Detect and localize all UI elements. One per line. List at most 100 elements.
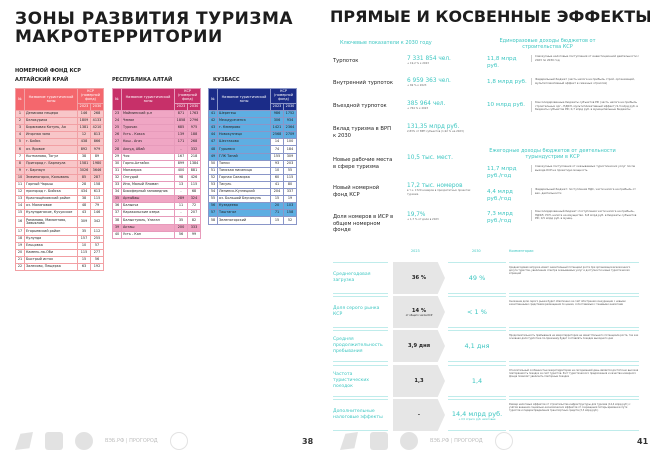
cell-num: 14 (15, 202, 25, 211)
table-row: 58 Зеленогорский 15 52 (208, 216, 297, 225)
cell-num: 52 (208, 173, 218, 182)
kuzbass-table: № Название туристической зоны КСР (номерно… (208, 88, 297, 225)
value-2023: 14 % от общего числа КСР (393, 296, 445, 328)
cell-2023: 400 (174, 166, 188, 175)
eagle-icon (75, 432, 93, 450)
table-row: 14 оз. Малиновое 48 79 (15, 202, 104, 211)
key-note: + 19,2 % к 2023 (407, 62, 429, 66)
cell-num: 36 (112, 202, 122, 211)
cell-zone-name: Змеиногорск, Колывань (24, 173, 78, 182)
table-row: 35 Артыбаш 289 324 (112, 195, 201, 204)
compare-label: Средняя продолжительность пребывания (333, 330, 388, 362)
cell-2023: 38 (77, 152, 91, 161)
key-note: + 764 % к 2023 (407, 107, 429, 111)
key-label: Въездной турпоток (333, 103, 387, 109)
cell-2023: 38 (77, 195, 91, 204)
cell-2023: 3026 (77, 166, 91, 175)
cell-2030: 2364 (283, 124, 297, 133)
table-row: 47 Шестаково 14 100 (208, 138, 297, 147)
cell-zone-name: Усть - Кокса (121, 131, 175, 140)
cell-2023: 2568 (270, 131, 284, 140)
cell-zone-name: Каракольские озера (121, 209, 175, 218)
value-2030: 1,4 (448, 365, 506, 397)
table-row: 36 Балыкча 11 72 (112, 202, 201, 211)
cell-2023: 155 (270, 152, 284, 161)
cell-2023: 1581 (77, 159, 91, 168)
value-2023-text: 36 % (411, 275, 427, 281)
cell-2023: 10 (77, 241, 91, 250)
cell-zone-name: Артыбаш (121, 195, 175, 204)
cell-num: 40 (112, 230, 122, 239)
cell-zone-name: Белокуриха (24, 117, 78, 126)
table-row: 7 Кытманово, Тогул 38 89 (15, 152, 104, 161)
header-num: № (15, 88, 25, 111)
cell-2023: 685 (174, 124, 188, 133)
cell-zone-name: Горно-Алтайск (121, 159, 175, 168)
cell-num: 57 (208, 209, 218, 218)
footer-logos: ВЭБ.РФ | ПРОГОРОД (15, 432, 188, 450)
key-label: Новый номерной фонд КСР (333, 185, 380, 198)
table-row: 39 Акташ 200 333 (112, 223, 201, 232)
cell-2023: 48 (77, 202, 91, 211)
header-name: Название туристической зоны (24, 88, 78, 111)
cell-2030: 613 (90, 188, 104, 197)
cell-2023: 41 (270, 180, 284, 190)
key-value: 19,7% + 1,7 % от доли в 2023 (407, 212, 479, 222)
table-row: 4 Игорная зона 12 813 (15, 131, 104, 140)
cell-2023: 115 (77, 248, 91, 257)
altai-republic-table: № Название туристической зоны КСР (номерно… (112, 88, 201, 239)
cell-num: 6 (15, 145, 25, 154)
cell-2023: 74 (270, 145, 284, 154)
cell-2023: - (174, 188, 188, 197)
table-row: 9 г. Барнаул 3026 3646 (15, 166, 104, 175)
cell-num: 27 (112, 138, 122, 147)
table-row: 1 Денисова пещера 146 268 (15, 109, 104, 119)
value-2030-note: + 0,5 отрасл. руб. налоговые (458, 417, 496, 421)
table-row: 25 Турочак 685 975 (112, 124, 201, 133)
cell-2030: 324 (187, 195, 201, 204)
right-page: ПРЯМЫЕ И КОСВЕННЫЕ ЭФФЕКТЫ Ключевые пока… (325, 0, 650, 457)
annual-value: 11,7 млрд руб./год (487, 166, 517, 179)
cell-num: 26 (112, 131, 122, 140)
annual-value: 7,3 млрд руб./год (487, 211, 513, 224)
cell-zone-name: Романово, Мамонтово, Завьялово (24, 216, 78, 229)
cell-zone-name: Кузедеево (217, 202, 271, 211)
key-label: Вклад туризма в ВРП к 2030 (333, 126, 391, 139)
table-row: 48 Гурьевск 74 184 (208, 145, 297, 154)
cell-num: 8 (15, 159, 25, 168)
cell-num: 41 (208, 109, 218, 119)
cell-2023: - (174, 145, 188, 154)
cell-2030: 57 (90, 241, 104, 250)
cell-2023: 309 (77, 216, 91, 229)
compare-comment: Продолжительность пребывания на макротер… (509, 330, 639, 362)
header-2023: 2023 (174, 102, 188, 112)
table-row: 33 Иня, Малый Яломан 13 115 (112, 180, 201, 190)
col-2030: 2030 (472, 249, 481, 253)
value-2030: < 1 % (448, 296, 506, 328)
cell-2023: 13 (174, 180, 188, 190)
table-row: 51 Томская писаница 10 55 (208, 166, 297, 175)
cell-2023: 60 (270, 173, 284, 182)
cell-zone-name: оз. Большой Берчикуль (217, 195, 271, 204)
cell-2023: 1421 (270, 124, 284, 133)
cell-2023: 71 (270, 209, 284, 218)
cell-2023: 1809 (77, 117, 91, 126)
table-row: 42 Междуреченск 306 934 (208, 117, 297, 126)
cell-2023: 434 (77, 188, 91, 197)
cell-zone-name: Горная Салаирка (217, 173, 271, 182)
cell-num: 39 (112, 223, 122, 232)
cell-2030: 255 (90, 234, 104, 243)
value-2023: 1,3 (393, 365, 445, 397)
cell-2030: 2709 (283, 131, 297, 140)
table-row: 16 Романово, Мамонтово, Завьялово 309 342 (15, 216, 104, 229)
cell-zone-name: Онгудай (121, 173, 175, 182)
cell-num: 50 (208, 159, 218, 168)
compare-row: Среднегодовая загрузка 36 % 49 % Среднегодо… (333, 262, 639, 294)
cell-zone-name: Егорьевский район (24, 227, 78, 236)
cell-num: 12 (15, 188, 25, 197)
altai-krai-table: № Название туристической зоны КСР (номерно… (15, 88, 104, 271)
compare-row: Доля серого рынка КСР 14 % от общего числа… (333, 296, 639, 328)
cell-num: 29 (112, 152, 122, 161)
onetime-description: Федеральный бюджет (часть налога на приб… (531, 77, 641, 85)
table-row: 3 Бирюзовая Катунь, Ая 1381 4210 (15, 124, 104, 133)
